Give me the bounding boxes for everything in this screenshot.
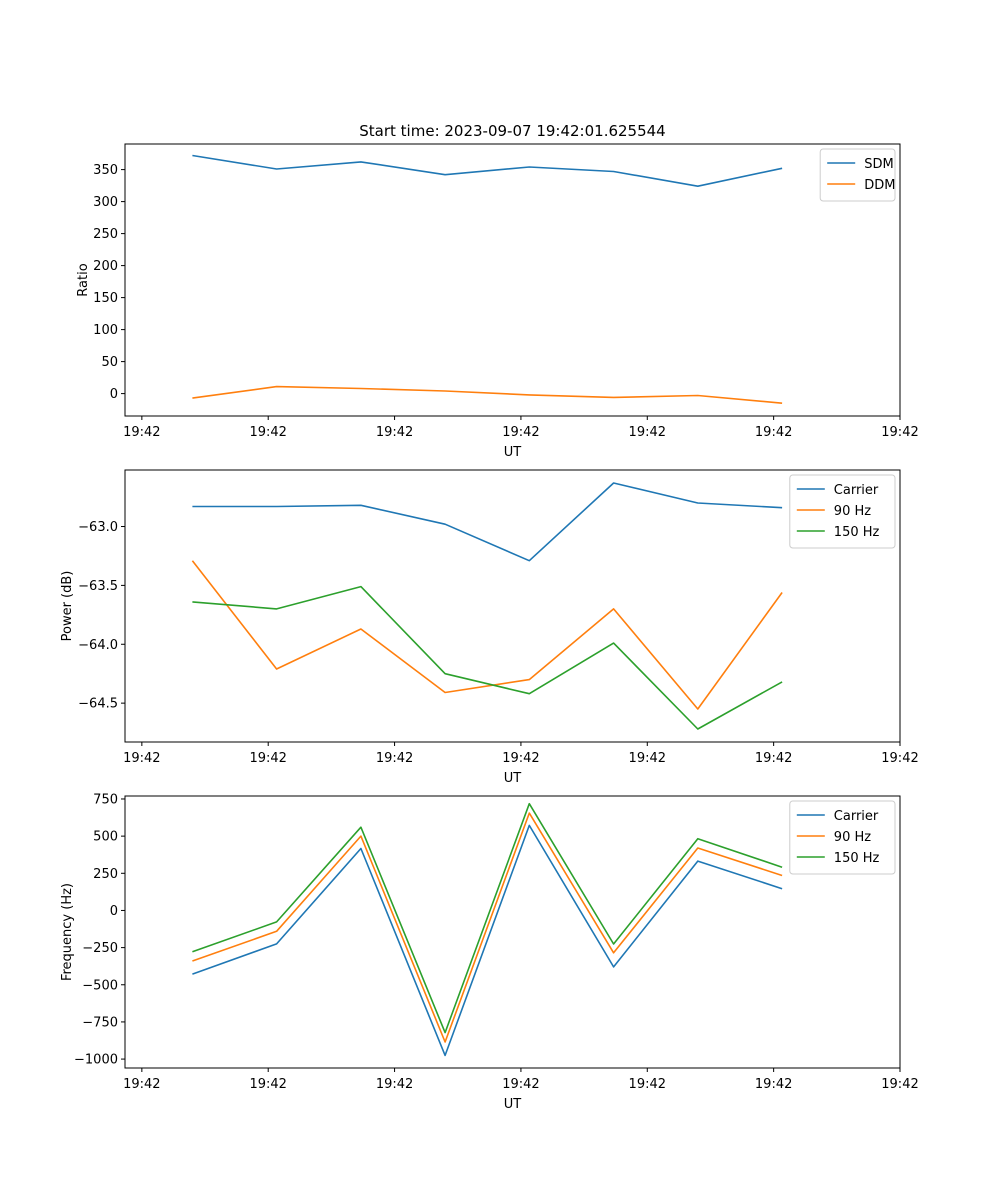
series-line-sdm	[192, 154, 783, 187]
x-tick-label: 19:42	[629, 751, 666, 766]
y-tick-label: −1000	[74, 1053, 118, 1068]
x-tick-label: 19:42	[376, 1077, 413, 1092]
x-tick-label: 19:42	[123, 1077, 160, 1092]
y-tick-label: −63.5	[78, 579, 118, 594]
y-tick-label: −64.0	[78, 638, 118, 653]
legend-entry: 150 Hz	[834, 525, 880, 540]
y-tick-label: 350	[93, 163, 118, 178]
legend: Carrier 90 Hz 150 Hz	[789, 800, 896, 875]
legend-entry: DDM	[864, 178, 895, 193]
legend-entry: 90 Hz	[834, 830, 871, 845]
figure-title: Start time: 2023-09-07 19:42:01.625544	[359, 122, 665, 140]
series-line-carrier	[192, 482, 783, 562]
y-tick-label: 200	[93, 259, 118, 274]
x-tick-label: 19:42	[629, 1077, 666, 1092]
x-tick-label: 19:42	[881, 751, 918, 766]
legend-entry: 150 Hz	[834, 851, 880, 866]
chart-panel-1: 19:42 19:42 19:42 19:42 19:42 19:42 19:42 0 50 10…	[76, 143, 919, 460]
series-line-90-hz	[191, 560, 783, 710]
y-tick-label: 500	[93, 830, 118, 845]
series-line-150-hz	[192, 585, 783, 730]
plots-container: 19:42 19:42 19:42 19:42 19:42 19:42 19:42 0 50 10…	[60, 143, 919, 1112]
axes-frame	[124, 469, 901, 743]
x-tick-label: 19:42	[502, 751, 539, 766]
y-tick-label: 0	[110, 904, 118, 919]
y-tick-label: −250	[82, 941, 118, 956]
y-axis-label: Frequency (Hz)	[60, 883, 75, 981]
legend-box	[789, 474, 896, 549]
x-tick-label: 19:42	[502, 425, 539, 440]
x-tick-label: 19:42	[376, 425, 413, 440]
legend-entry: SDM	[864, 157, 893, 172]
x-tick-label: 19:42	[249, 751, 286, 766]
legend-box	[819, 148, 896, 202]
y-tick-label: −64.5	[78, 697, 118, 712]
y-axis-label: Ratio	[76, 263, 91, 296]
series-line-90-hz	[192, 812, 783, 1043]
y-tick-label: −500	[82, 978, 118, 993]
y-tick-label: 150	[93, 291, 118, 306]
x-axis-label: UT	[504, 1097, 522, 1112]
y-tick-label: 0	[110, 387, 118, 402]
axes-frame	[124, 795, 901, 1069]
legend: SDM DDM	[819, 148, 896, 202]
axes-frame	[124, 143, 901, 417]
chart-panel-2: 19:42 19:42 19:42 19:42 19:42 19:42 19:42 −64.5…	[60, 469, 919, 786]
y-tick-label: −63.0	[78, 520, 118, 535]
y-tick-label: 250	[93, 867, 118, 882]
chart-panel-3: 19:42 19:42 19:42 19:42 19:42 19:42 19:42 −1000…	[60, 792, 919, 1112]
y-tick-label: 50	[101, 355, 118, 370]
x-axis-label: UT	[504, 445, 522, 460]
y-tick-label: 100	[93, 323, 118, 338]
x-tick-label: 19:42	[755, 1077, 792, 1092]
x-tick-label: 19:42	[249, 1077, 286, 1092]
y-axis-label: Power (dB)	[60, 571, 75, 642]
legend-box	[789, 800, 896, 875]
legend-entry: Carrier	[834, 483, 879, 498]
legend-entry: 90 Hz	[834, 504, 871, 519]
y-tick-label: 250	[93, 227, 118, 242]
y-tick-label: 750	[93, 792, 118, 807]
x-tick-label: 19:42	[376, 751, 413, 766]
x-tick-label: 19:42	[123, 425, 160, 440]
x-tick-label: 19:42	[755, 425, 792, 440]
legend: Carrier 90 Hz 150 Hz	[789, 474, 896, 549]
series-line-carrier	[192, 824, 783, 1057]
x-tick-label: 19:42	[249, 425, 286, 440]
x-tick-label: 19:42	[881, 425, 918, 440]
x-axis-label: UT	[504, 771, 522, 786]
x-tick-label: 19:42	[881, 1077, 918, 1092]
x-tick-label: 19:42	[629, 425, 666, 440]
y-tick-label: −750	[82, 1015, 118, 1030]
x-tick-label: 19:42	[502, 1077, 539, 1092]
series-line-150-hz	[192, 802, 783, 1034]
series-line-ddm	[192, 385, 783, 404]
x-tick-label: 19:42	[123, 751, 160, 766]
x-tick-label: 19:42	[755, 751, 792, 766]
legend-entry: Carrier	[834, 809, 879, 824]
y-tick-label: 300	[93, 195, 118, 210]
